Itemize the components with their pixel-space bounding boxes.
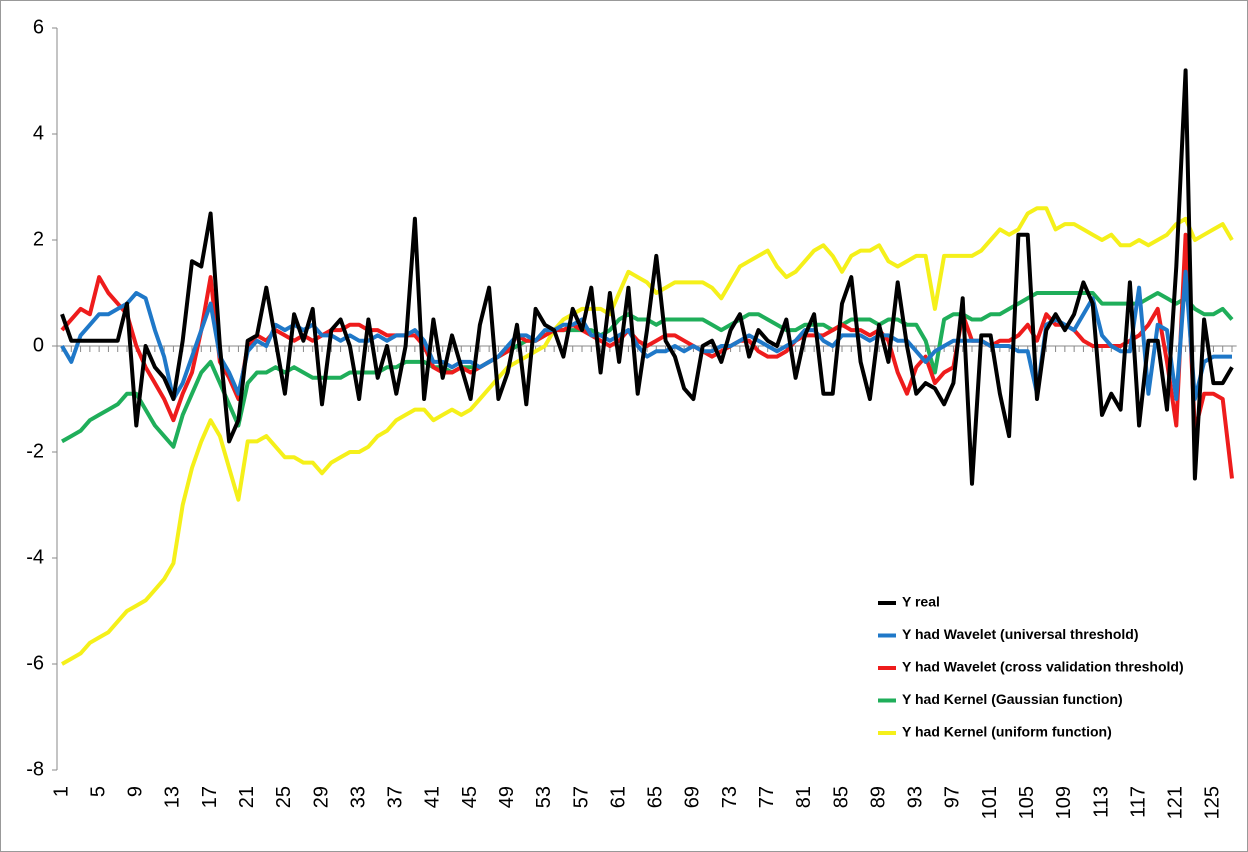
x-tick-label: 1 [50, 786, 72, 797]
x-tick-label: 73 [719, 786, 741, 808]
data-line [61, 206, 1234, 666]
x-tick-label: 77 [756, 786, 778, 808]
x-tick-label: 5 [87, 786, 109, 797]
y-tick-label: 4 [33, 122, 44, 144]
x-tick-label: 113 [1090, 786, 1112, 818]
x-tick-label: 109 [1053, 786, 1075, 819]
x-tick-label: 21 [236, 786, 258, 808]
y-tick-label: -6 [26, 652, 44, 674]
x-tick-label: 85 [830, 786, 852, 808]
x-tick-label: 81 [793, 786, 815, 808]
x-tick-label: 29 [310, 786, 332, 808]
legend-label: Y real [902, 594, 940, 610]
y-tick-label: -8 [26, 758, 44, 780]
legend-label: Y had Kernel (Gaussian function) [902, 691, 1123, 707]
y-tick-label: -4 [26, 546, 44, 568]
x-tick-label: 13 [162, 786, 184, 808]
x-tick-label: 89 [867, 786, 889, 808]
x-tick-label: 105 [1016, 786, 1038, 819]
x-tick-label: 25 [273, 786, 295, 808]
x-tick-label: 61 [607, 786, 629, 808]
data-line [60, 68, 1234, 486]
x-tick-label: 101 [979, 786, 1001, 819]
x-tick-label: 33 [347, 786, 369, 808]
x-tick-label: 45 [459, 786, 481, 808]
x-tick-label: 121 [1165, 786, 1187, 819]
x-tick-label: 57 [570, 786, 592, 808]
x-tick-label: 9 [125, 786, 147, 797]
x-tick-label: 37 [385, 786, 407, 808]
y-tick-label: 6 [33, 16, 44, 38]
x-tick-label: 93 [905, 786, 927, 808]
y-tick-label: -2 [26, 440, 44, 462]
legend-label: Y had Wavelet (cross validation threshol… [902, 659, 1184, 675]
legend-label: Y had Kernel (uniform function) [902, 724, 1112, 740]
x-tick-label: 17 [199, 786, 221, 808]
x-tick-label: 41 [422, 786, 444, 808]
legend-label: Y had Wavelet (universal threshold) [902, 626, 1139, 642]
y-tick-label: 2 [33, 228, 44, 250]
x-tick-label: 117 [1127, 786, 1149, 818]
x-tick-label: 97 [942, 786, 964, 808]
x-tick-label: 49 [496, 786, 518, 808]
x-tick-label: 69 [682, 786, 704, 808]
x-tick-label: 65 [645, 786, 667, 808]
x-tick-label: 53 [533, 786, 555, 808]
y-tick-label: 0 [33, 334, 44, 356]
x-tick-label: 125 [1202, 786, 1224, 819]
